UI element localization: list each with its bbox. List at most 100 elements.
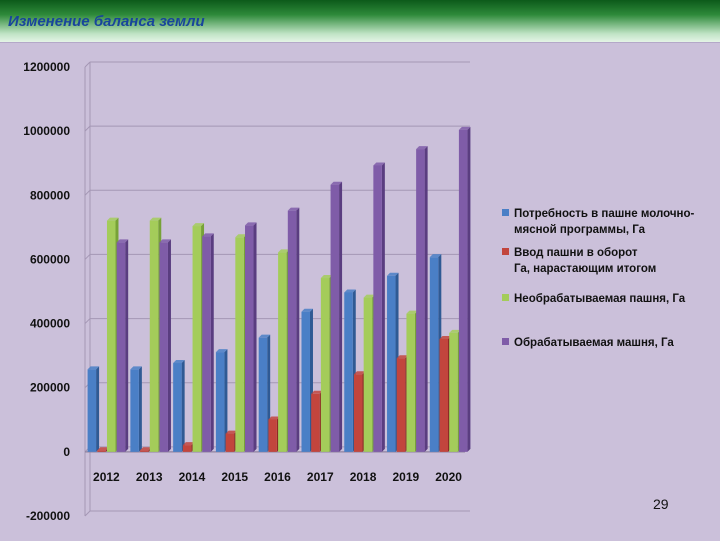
bar-top (458, 126, 471, 130)
bar-top (225, 430, 238, 434)
y-axis-tick-labels: -200000 0 200000 400000 600000 800000 1000000 1… (23, 60, 70, 523)
bar-top (149, 217, 162, 221)
gridline-depth (84, 61, 91, 68)
bar-2014-s2 (182, 445, 192, 452)
bar-top (140, 447, 152, 451)
bar-2013-s1 (130, 369, 139, 452)
x-tick-label: 2018 (350, 470, 377, 484)
bar-top (116, 239, 129, 243)
bar-2016-s2 (268, 419, 277, 452)
bar-top (363, 294, 376, 298)
bar-2014-s3 (192, 226, 202, 452)
x-tick-label: 2012 (93, 470, 120, 484)
bar-side (210, 233, 214, 452)
gridline-depth (84, 254, 91, 260)
y-tick-label: 1000000 (23, 124, 70, 138)
x-tick-label: 2015 (221, 470, 248, 484)
x-tick-label: 2017 (307, 470, 334, 484)
bar-side (224, 349, 228, 452)
legend: Потребность в пашне молочно-мясной прогр… (502, 208, 694, 349)
gridline-depth (84, 125, 91, 132)
y-tick-label: 600000 (30, 252, 70, 266)
slide-header (0, 0, 720, 42)
page-number: 29 (653, 496, 669, 512)
y-tick-label: 0 (63, 445, 70, 459)
bar-side (296, 207, 300, 452)
bar-2012-s2 (97, 450, 106, 452)
bar-top (245, 222, 257, 226)
bar-top (173, 360, 185, 364)
bar-top (278, 249, 290, 253)
bar-2015-s4 (245, 225, 254, 452)
gridline-depth (84, 318, 91, 324)
y-tick-label: 400000 (30, 317, 70, 331)
bar-2012-s3 (106, 220, 116, 452)
x-tick-label: 2013 (136, 470, 163, 484)
bar-top (258, 334, 271, 338)
legend-swatch (502, 209, 509, 216)
legend-label: Необрабатываемая пашня, Га (514, 293, 686, 305)
bar-2016-s4 (287, 210, 297, 452)
bar-top (353, 371, 366, 375)
bar-2014-s1 (173, 363, 182, 452)
legend-label: Потребность в пашне молочно- (514, 208, 694, 220)
bar-top (192, 223, 205, 227)
bars (87, 126, 471, 452)
bar-2019-s4 (416, 149, 425, 452)
bar-2019-s1 (387, 275, 396, 452)
bar-top (344, 289, 356, 293)
bar-side (467, 126, 471, 452)
legend-swatch (502, 338, 509, 345)
bar-top (311, 390, 323, 394)
bar-2018-s1 (344, 292, 353, 452)
bar-top (330, 181, 343, 185)
bar-2016-s3 (278, 252, 287, 452)
bar-2017-s1 (301, 311, 310, 452)
bar-2018-s3 (363, 297, 373, 452)
bar-2013-s2 (140, 450, 149, 452)
bar-2018-s2 (353, 374, 363, 452)
y-tick-label: -200000 (26, 509, 70, 523)
bar-top (215, 349, 228, 353)
bar-top (97, 447, 109, 451)
bar-2020-s1 (429, 257, 439, 452)
bar-2020-s4 (458, 129, 468, 452)
bar-top (387, 272, 399, 276)
legend-swatch (502, 248, 509, 255)
bar-2014-s4 (202, 236, 211, 452)
x-tick-label: 2019 (392, 470, 419, 484)
bar-2013-s4 (159, 242, 168, 452)
y-tick-label: 800000 (30, 188, 70, 202)
bar-2017-s3 (320, 278, 330, 452)
x-tick-label: 2016 (264, 470, 291, 484)
legend-swatch (502, 294, 509, 301)
bar-2013-s3 (149, 220, 159, 452)
slide-title: Изменение баланса земли (8, 13, 205, 30)
bar-top (130, 366, 142, 370)
gridline-depth (84, 510, 91, 517)
bar-top (159, 239, 171, 243)
bar-top (235, 234, 247, 238)
bar-top (449, 329, 461, 333)
bar-top (416, 146, 428, 150)
bar-2019-s2 (396, 358, 406, 452)
bar-side (381, 162, 385, 452)
bar-top (287, 207, 300, 211)
x-axis-tick-labels: 2012 2013 2014 2015 2016 2017 2018 2019 2020 (93, 470, 462, 484)
bar-2016-s1 (258, 337, 268, 452)
x-tick-label: 2014 (179, 470, 206, 484)
bar-top (106, 217, 119, 221)
legend-label: мясной программы, Га (514, 224, 646, 236)
gridline-depth (84, 189, 91, 196)
bar-2015-s3 (235, 237, 244, 452)
bar-top (87, 366, 100, 370)
bar-2019-s3 (406, 313, 415, 452)
bar-side (181, 360, 185, 452)
legend-label: Ввод пашни в оборот (514, 247, 638, 259)
bar-side (96, 366, 100, 452)
bar-2017-s4 (330, 184, 340, 452)
bar-top (406, 310, 418, 314)
bar-2020-s2 (439, 338, 449, 452)
x-tick-label: 2020 (435, 470, 462, 484)
